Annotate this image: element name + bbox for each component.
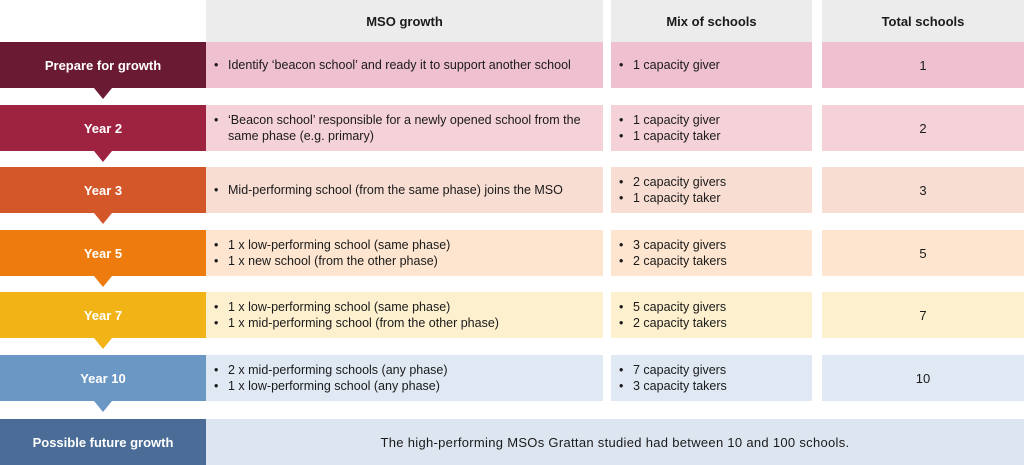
stage-label-text: Year 2 xyxy=(83,120,123,136)
bullet-item: 1 x new school (from the other phase) xyxy=(214,253,597,269)
bullet-item: 7 capacity givers xyxy=(619,362,812,378)
stage-label-text: Year 7 xyxy=(83,307,123,323)
future-growth-text: The high-performing MSOs Grattan studied… xyxy=(206,419,1024,465)
mix-cell: 2 capacity givers1 capacity taker xyxy=(611,167,812,213)
stage-label: Year 7 xyxy=(0,292,206,349)
stage-label: Year 2 xyxy=(0,105,206,162)
growth-cell: Identify ‘beacon school’ and ready it to… xyxy=(206,42,603,88)
down-arrow-icon xyxy=(94,213,112,224)
bullet-item: 2 capacity takers xyxy=(619,315,812,331)
header-total: Total schools xyxy=(822,0,1024,42)
down-arrow-icon xyxy=(94,151,112,162)
stage-label: Year 3 xyxy=(0,167,206,224)
total-value: 1 xyxy=(919,57,927,73)
stage-row: Year 7 1 x low-performing school (same ph… xyxy=(0,292,1024,349)
total-cell: 1 xyxy=(822,42,1024,88)
total-value: 2 xyxy=(919,120,927,136)
stage-row: Year 3 Mid-performing school (from the sa… xyxy=(0,167,1024,224)
growth-cell: 1 x low-performing school (same phase)1 … xyxy=(206,230,603,276)
stage-label-text: Year 10 xyxy=(80,370,126,386)
bullet-item: 1 capacity taker xyxy=(619,128,812,144)
bullet-item: 3 capacity takers xyxy=(619,378,812,394)
total-cell: 10 xyxy=(822,355,1024,401)
total-cell: 5 xyxy=(822,230,1024,276)
growth-cell: 1 x low-performing school (same phase)1 … xyxy=(206,292,603,338)
total-value: 10 xyxy=(915,370,931,386)
mix-cell: 1 capacity giver xyxy=(611,42,812,88)
bullet-item: 1 capacity giver xyxy=(619,112,812,128)
bullet-item: Identify ‘beacon school’ and ready it to… xyxy=(214,57,597,73)
growth-cell: 2 x mid-performing schools (any phase)1 … xyxy=(206,355,603,401)
growth-cell: Mid-performing school (from the same pha… xyxy=(206,167,603,213)
future-growth-label: Possible future growth xyxy=(0,419,206,465)
bullet-item: ‘Beacon school’ responsible for a newly … xyxy=(214,112,597,144)
stage-row: Prepare for growth Identify ‘beacon schoo… xyxy=(0,42,1024,99)
bullet-item: 1 x low-performing school (same phase) xyxy=(214,237,597,253)
bullet-item: 2 capacity takers xyxy=(619,253,812,269)
down-arrow-icon xyxy=(94,88,112,99)
down-arrow-icon xyxy=(94,401,112,412)
header-mix: Mix of schools xyxy=(611,0,812,42)
growth-cell: ‘Beacon school’ responsible for a newly … xyxy=(206,105,603,151)
down-arrow-icon xyxy=(94,276,112,287)
down-arrow-icon xyxy=(94,338,112,349)
stage-label-text: Year 3 xyxy=(83,182,123,198)
bullet-item: 1 capacity taker xyxy=(619,190,812,206)
bullet-item: 5 capacity givers xyxy=(619,299,812,315)
stage-label: Prepare for growth xyxy=(0,42,206,99)
stage-row: Year 5 1 x low-performing school (same ph… xyxy=(0,230,1024,287)
bullet-item: 1 x low-performing school (any phase) xyxy=(214,378,597,394)
bullet-item: 2 x mid-performing schools (any phase) xyxy=(214,362,597,378)
mix-cell: 7 capacity givers3 capacity takers xyxy=(611,355,812,401)
total-cell: 2 xyxy=(822,105,1024,151)
stage-label: Year 5 xyxy=(0,230,206,287)
total-value: 3 xyxy=(919,182,927,198)
stage-label-text: Year 5 xyxy=(83,245,123,261)
total-value: 5 xyxy=(919,245,927,261)
bullet-item: 1 capacity giver xyxy=(619,57,812,73)
bullet-item: 2 capacity givers xyxy=(619,174,812,190)
stage-row: Year 2 ‘Beacon school’ responsible for a … xyxy=(0,105,1024,162)
mix-cell: 5 capacity givers2 capacity takers xyxy=(611,292,812,338)
stage-label: Year 10 xyxy=(0,355,206,412)
bullet-item: 3 capacity givers xyxy=(619,237,812,253)
bullet-item: 1 x mid-performing school (from the othe… xyxy=(214,315,597,331)
total-value: 7 xyxy=(919,307,927,323)
future-growth-row: Possible future growth The high-performi… xyxy=(0,419,1024,465)
stage-label-text: Prepare for growth xyxy=(44,57,162,73)
bullet-item: Mid-performing school (from the same pha… xyxy=(214,182,597,198)
bullet-item: 1 x low-performing school (same phase) xyxy=(214,299,597,315)
total-cell: 3 xyxy=(822,167,1024,213)
stage-row: Year 10 2 x mid-performing schools (any p… xyxy=(0,355,1024,412)
total-cell: 7 xyxy=(822,292,1024,338)
mix-cell: 3 capacity givers2 capacity takers xyxy=(611,230,812,276)
header-growth: MSO growth xyxy=(206,0,603,42)
